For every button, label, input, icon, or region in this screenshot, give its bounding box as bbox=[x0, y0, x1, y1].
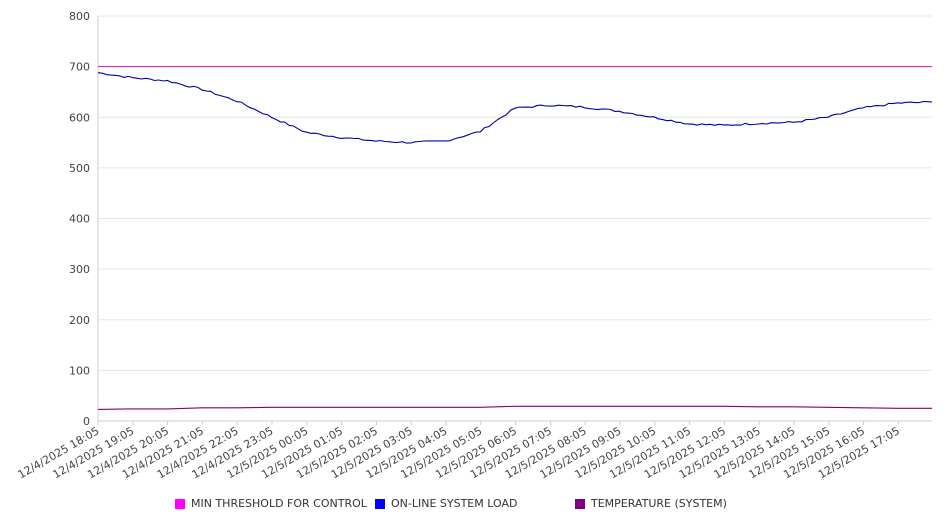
y-tick-label-300: 300 bbox=[69, 263, 90, 276]
legend-item-min-threshold[interactable]: MIN THRESHOLD FOR CONTROL bbox=[175, 497, 367, 510]
series-line-temperature-system bbox=[97, 405, 932, 410]
y-tick-label-500: 500 bbox=[69, 162, 90, 175]
legend: MIN THRESHOLD FOR CONTROL ON-LINE SYSTEM… bbox=[0, 497, 946, 515]
legend-label-system-load: ON-LINE SYSTEM LOAD bbox=[391, 497, 518, 510]
legend-swatch-system-load bbox=[375, 498, 385, 509]
legend-swatch-min-threshold bbox=[175, 498, 185, 509]
legend-item-system-load[interactable]: ON-LINE SYSTEM LOAD bbox=[375, 497, 517, 510]
grid-lines bbox=[98, 15, 932, 371]
legend-label-min-threshold: MIN THRESHOLD FOR CONTROL bbox=[191, 497, 367, 510]
legend-label-temperature: TEMPERATURE (SYSTEM) bbox=[591, 497, 727, 510]
y-tick-label-0: 0 bbox=[83, 415, 90, 428]
y-tick-label-700: 700 bbox=[69, 61, 90, 74]
legend-swatch-temperature bbox=[575, 498, 585, 509]
y-tick-label-400: 400 bbox=[69, 213, 90, 226]
y-tick-label-600: 600 bbox=[69, 111, 90, 124]
series-line-on-line-system-load bbox=[97, 72, 933, 144]
y-axis-ticks: 0 100 200 300 400 500 600 700 800 bbox=[69, 10, 90, 428]
y-tick-label-100: 100 bbox=[69, 364, 90, 377]
series-lines bbox=[97, 66, 933, 410]
y-tick-label-800: 800 bbox=[69, 10, 90, 23]
legend-item-temperature[interactable]: TEMPERATURE (SYSTEM) bbox=[575, 497, 727, 510]
y-tick-label-200: 200 bbox=[69, 314, 90, 327]
